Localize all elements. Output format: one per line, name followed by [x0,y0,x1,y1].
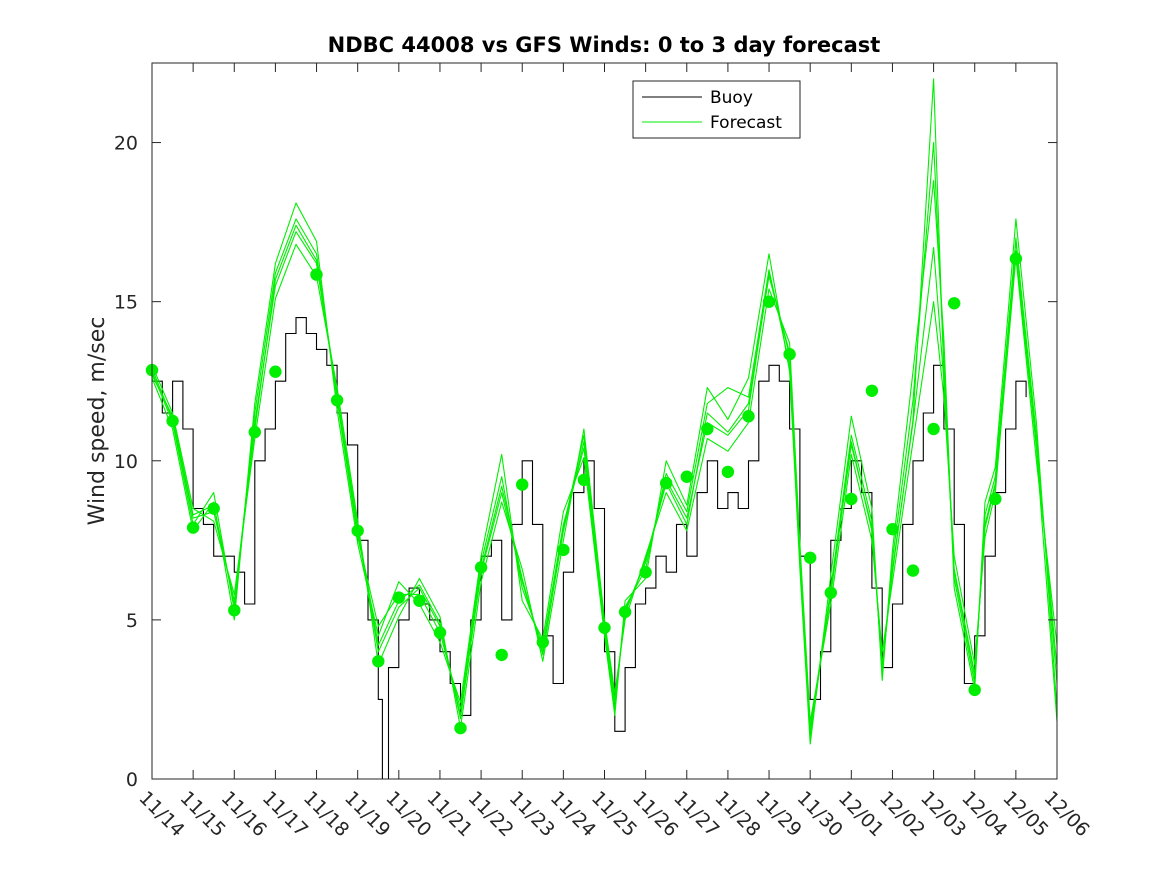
forecast-marker-36 [906,564,920,577]
forecast-marker-2 [186,521,200,534]
forecast-marker-19 [557,543,570,557]
forecast-marker-31 [804,551,817,564]
forecast-marker-27 [721,465,735,479]
forecast-marker-18 [536,636,549,649]
forecast-marker-12 [413,594,426,607]
forecast-marker-14 [454,721,467,735]
y-tick-label-3: 15 [114,292,138,314]
forecast-marker-5 [248,425,261,439]
forecast-marker-25 [680,470,693,483]
forecast-marker-24 [660,476,673,490]
forecast-marker-41 [1009,252,1023,265]
y-tick-label-0: 0 [126,769,138,791]
legend-forecast-label: Forecast [710,113,782,133]
forecast-marker-10 [372,655,385,668]
marker-layer [145,252,1023,735]
forecast-marker-39 [968,683,981,697]
forecast-marker-17 [516,478,529,491]
legend-box [632,80,801,139]
y-tick-label-4: 20 [114,133,138,155]
forecast-marker-4 [228,604,241,617]
forecast-marker-1 [166,414,179,428]
buoy-series-line [152,317,1027,779]
y-axis-label: Wind speed, m/sec [85,317,110,526]
forecast-marker-34 [865,384,879,397]
forecast-marker-37 [927,422,940,436]
forecast-marker-15 [474,561,488,574]
chart-title: NDBC 44008 vs GFS Winds: 0 to 3 day fore… [328,33,881,57]
forecast-marker-22 [618,605,632,619]
y-tick-label-2: 10 [114,451,138,473]
legend-buoy-label: Buoy [710,88,753,108]
forecast-series-line-4 [152,78,1057,729]
forecast-marker-40 [989,492,1002,506]
forecast-marker-11 [392,591,405,604]
forecast-marker-28 [742,410,755,423]
forecast-marker-38 [948,297,961,310]
forecast-marker-26 [701,422,714,436]
forecast-marker-3 [207,502,220,515]
forecast-marker-23 [639,566,652,579]
forecast-marker-21 [598,621,611,634]
forecast-marker-13 [433,626,447,639]
forecast-marker-33 [845,492,858,506]
legend: Buoy Forecast [632,80,801,139]
forecast-marker-6 [269,365,282,378]
forecast-marker-20 [577,473,591,487]
series-layer [152,78,1057,779]
forecast-marker-7 [310,268,323,281]
forecast-marker-30 [783,348,796,361]
forecast-marker-35 [886,523,899,536]
y-tick-label-1: 5 [126,610,138,632]
forecast-marker-9 [351,524,364,537]
forecast-marker-32 [824,586,837,599]
forecast-marker-8 [330,394,344,407]
forecast-marker-16 [495,648,508,662]
plot-area [152,63,1057,779]
forecast-marker-29 [762,295,776,308]
